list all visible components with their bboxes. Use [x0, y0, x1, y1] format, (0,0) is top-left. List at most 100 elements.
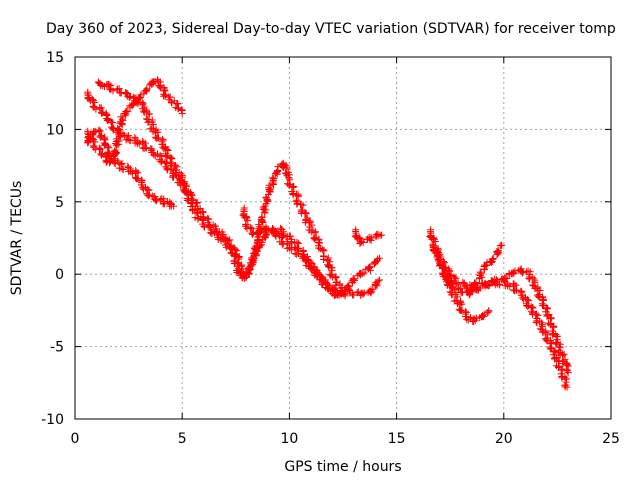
data-point [489, 254, 497, 262]
data-point [359, 238, 367, 246]
data-point [450, 286, 458, 294]
data-point [349, 276, 357, 284]
data-point [534, 311, 542, 319]
data-point [142, 87, 150, 95]
data-point [308, 264, 316, 272]
x-tick-label: 0 [71, 431, 80, 447]
data-point [378, 231, 386, 239]
data-point [268, 224, 276, 232]
data-point [299, 201, 307, 209]
series-track-b [84, 88, 383, 299]
data-point [168, 165, 176, 173]
data-point [145, 110, 153, 118]
data-point [111, 146, 119, 154]
data-point [294, 249, 302, 257]
data-point [487, 258, 495, 266]
data-point [525, 274, 533, 282]
data-point [178, 106, 186, 114]
data-point [163, 164, 171, 172]
data-point [476, 268, 484, 276]
data-point [200, 213, 208, 221]
data-point [130, 100, 138, 108]
data-point [124, 107, 132, 115]
data-point [472, 278, 480, 286]
data-point [374, 255, 382, 263]
data-point [350, 275, 358, 283]
data-point [524, 296, 532, 304]
data-point [139, 100, 147, 108]
data-point [536, 317, 544, 325]
data-point [174, 173, 182, 181]
data-point [282, 161, 290, 169]
data-point [188, 191, 196, 199]
data-point [150, 78, 158, 86]
data-point [137, 91, 145, 99]
data-point [96, 146, 104, 154]
x-tick-label: 5 [178, 431, 187, 447]
y-tick-label: 5 [55, 195, 64, 211]
data-point [173, 163, 181, 171]
data-point [549, 331, 557, 339]
data-point [356, 239, 364, 247]
data-point [158, 157, 166, 165]
data-point [356, 271, 364, 279]
data-point [107, 117, 115, 125]
data-point [508, 270, 516, 278]
data-point [247, 225, 255, 233]
data-point [512, 286, 520, 294]
series-track-c [84, 126, 178, 210]
y-tick-label: -10 [41, 412, 64, 428]
data-point [170, 202, 178, 210]
data-point [481, 262, 489, 270]
data-point [122, 108, 130, 116]
x-tick-label: 25 [602, 431, 620, 447]
data-point [96, 105, 104, 113]
data-point [98, 150, 106, 158]
data-point [559, 351, 567, 359]
data-point [327, 272, 335, 280]
data-point [170, 166, 178, 174]
series-track-e [239, 204, 349, 300]
data-point [477, 269, 485, 277]
data-point [107, 154, 115, 162]
data-point [456, 284, 464, 292]
data-point [113, 157, 121, 165]
data-point [160, 145, 168, 153]
data-point [328, 266, 336, 274]
data-point [476, 284, 484, 292]
data-point [278, 240, 286, 248]
data-point [106, 158, 114, 166]
data-point [92, 105, 100, 113]
y-tick-label: 15 [46, 50, 64, 66]
data-point [109, 87, 117, 95]
data-point [99, 82, 107, 90]
data-point [91, 98, 99, 106]
data-point [530, 275, 538, 283]
data-point [494, 247, 502, 255]
data-point [290, 183, 298, 191]
data-point [128, 101, 136, 109]
data-point [115, 85, 123, 93]
data-point [193, 199, 201, 207]
data-point [544, 330, 552, 338]
data-point [529, 304, 537, 312]
data-point [126, 137, 134, 145]
data-point [294, 193, 302, 201]
data-point [458, 300, 466, 308]
data-point [293, 239, 301, 247]
data-point [289, 183, 297, 191]
data-point [375, 276, 383, 284]
x-tick-labels: 0 5 10 15 20 25 [71, 431, 620, 447]
data-point [537, 319, 545, 327]
data-point [544, 304, 552, 312]
series-track-i [442, 269, 571, 391]
data-point [286, 232, 294, 240]
data-point [174, 104, 182, 112]
data-point [498, 241, 506, 249]
data-point [145, 118, 153, 126]
series-track-f [351, 226, 386, 247]
data-point [117, 113, 125, 121]
data-point [375, 254, 383, 262]
data-point [536, 286, 544, 294]
y-tick-label: -5 [50, 340, 64, 356]
